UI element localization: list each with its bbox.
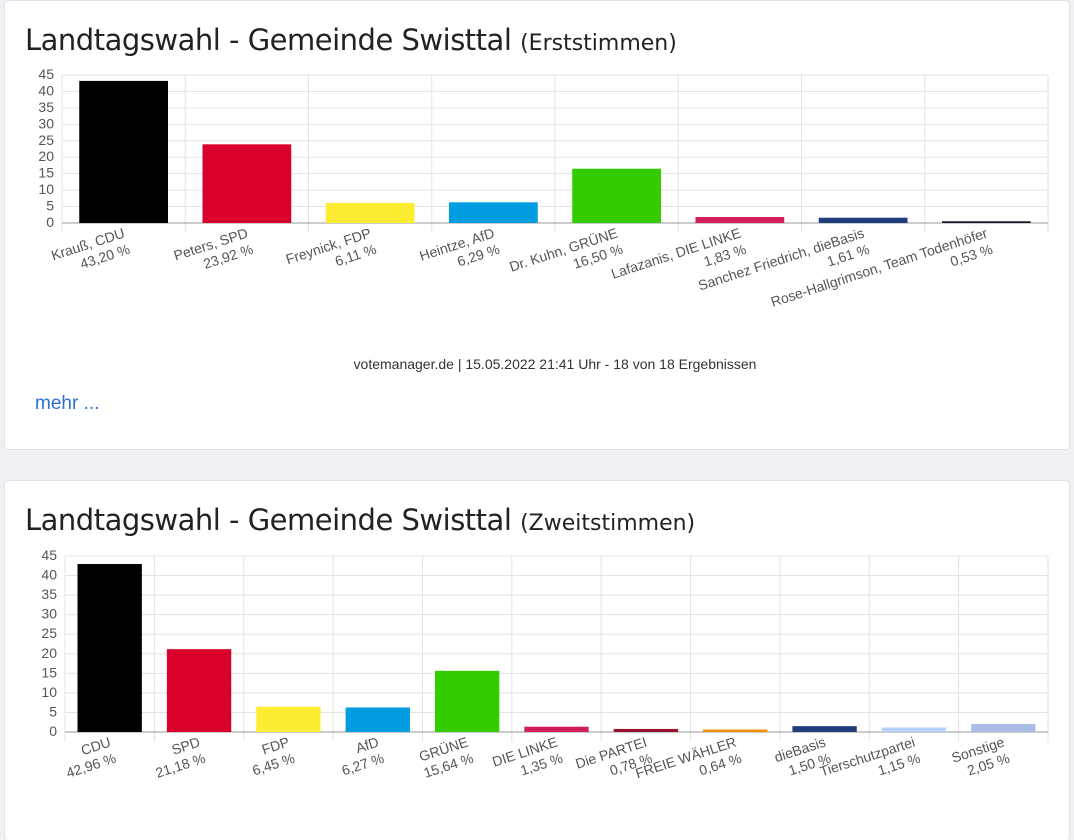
bar[interactable] <box>345 707 410 732</box>
y-tick-label: 0 <box>46 214 54 230</box>
card-title: Landtagswahl - Gemeinde Swisttal (Erstst… <box>25 23 677 57</box>
card-title-text: Landtagswahl - Gemeinde Swisttal <box>25 503 512 537</box>
bar[interactable] <box>325 202 415 223</box>
y-tick-label: 35 <box>38 99 54 115</box>
y-tick-label: 20 <box>38 148 54 164</box>
source-note: votemanager.de | 15.05.2022 21:41 Uhr - … <box>353 356 757 372</box>
y-tick-label: 10 <box>38 181 54 197</box>
bar[interactable] <box>166 649 232 732</box>
y-tick-label: 5 <box>46 198 54 214</box>
y-tick-label: 15 <box>38 165 54 181</box>
bar[interactable] <box>942 221 1031 223</box>
bar[interactable] <box>202 144 292 223</box>
x-tick-label: AfD <box>354 734 381 756</box>
y-tick-label: 40 <box>38 82 54 98</box>
y-tick-label: 5 <box>49 703 57 719</box>
bar[interactable] <box>695 216 785 223</box>
y-tick-label: 20 <box>41 645 57 661</box>
card-subtitle: (Erststimmen) <box>520 31 677 56</box>
card-title: Landtagswahl - Gemeinde Swisttal (Zweits… <box>25 503 695 537</box>
bar[interactable] <box>524 726 589 732</box>
bar[interactable] <box>256 706 321 732</box>
bar[interactable] <box>77 563 142 732</box>
bar[interactable] <box>971 723 1036 732</box>
y-tick-label: 10 <box>41 684 57 700</box>
card-subtitle: (Zweitstimmen) <box>520 511 696 536</box>
y-tick-label: 40 <box>41 567 57 583</box>
y-tick-label: 0 <box>49 723 57 739</box>
bar[interactable] <box>818 217 908 223</box>
bar[interactable] <box>449 202 538 223</box>
y-tick-label: 25 <box>41 625 57 641</box>
y-tick-label: 45 <box>41 547 57 563</box>
y-tick-label: 30 <box>41 606 57 622</box>
bar[interactable] <box>703 729 768 732</box>
erststimmen-card: Landtagswahl - Gemeinde Swisttal (Erstst… <box>4 0 1070 450</box>
bar[interactable] <box>434 670 500 732</box>
bar[interactable] <box>572 168 661 223</box>
y-tick-label: 45 <box>38 66 54 82</box>
y-tick-label: 35 <box>41 586 57 602</box>
bar[interactable] <box>881 727 947 732</box>
bar[interactable] <box>613 728 679 732</box>
y-tick-label: 15 <box>41 664 57 680</box>
zweitstimmen-card: Landtagswahl - Gemeinde Swisttal (Zweits… <box>4 480 1070 840</box>
bar[interactable] <box>79 80 168 223</box>
more-link[interactable]: mehr ... <box>35 393 100 414</box>
y-tick-label: 25 <box>38 132 54 148</box>
bar[interactable] <box>792 726 857 732</box>
card-title-text: Landtagswahl - Gemeinde Swisttal <box>25 23 512 57</box>
y-tick-label: 30 <box>38 115 54 131</box>
